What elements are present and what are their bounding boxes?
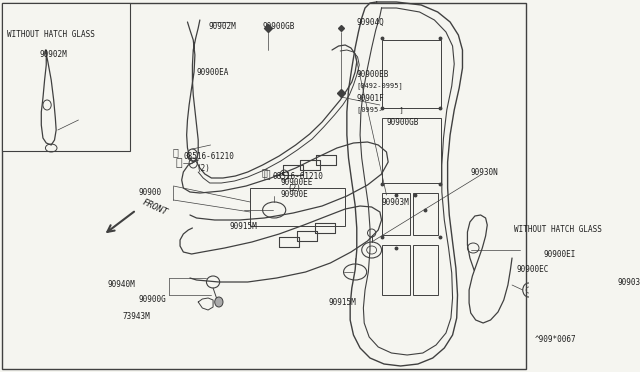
Text: 90930N: 90930N: [471, 168, 499, 177]
Bar: [381, 118, 441, 183]
Text: 90900EI: 90900EI: [543, 250, 576, 259]
Text: 90940M: 90940M: [108, 280, 135, 289]
Text: Ⓢ: Ⓢ: [264, 170, 270, 180]
Text: 90900G: 90900G: [139, 295, 166, 304]
Text: 90900EE: 90900EE: [281, 178, 313, 187]
Text: 90915M: 90915M: [329, 298, 356, 307]
Text: (2): (2): [287, 184, 301, 193]
Text: 73943M: 73943M: [122, 312, 150, 321]
Text: 90900EA: 90900EA: [196, 68, 229, 77]
Text: 90901F: 90901F: [356, 94, 385, 103]
Bar: [381, 245, 410, 295]
Text: 90900GB: 90900GB: [262, 22, 295, 31]
Bar: [3, 3, 131, 151]
Text: 90902M: 90902M: [208, 22, 236, 31]
Bar: [413, 245, 438, 295]
Ellipse shape: [215, 297, 223, 307]
Text: [0995-    ]: [0995- ]: [356, 106, 404, 113]
Text: 90903M: 90903M: [618, 278, 640, 287]
Text: FRONT: FRONT: [140, 197, 168, 217]
Text: 90900GB: 90900GB: [387, 118, 419, 127]
Text: 90900EC: 90900EC: [516, 265, 548, 274]
Bar: [381, 193, 410, 235]
Bar: [413, 193, 438, 235]
Text: 90900EB: 90900EB: [356, 70, 389, 79]
Text: 90902M: 90902M: [40, 50, 67, 59]
Text: WITHOUT HATCH GLASS: WITHOUT HATCH GLASS: [6, 30, 95, 39]
Text: 90903M: 90903M: [381, 198, 410, 207]
Text: Ⓢ: Ⓢ: [172, 147, 178, 157]
Text: 90915M: 90915M: [230, 222, 257, 231]
Text: 08516-61210: 08516-61210: [273, 172, 323, 181]
Text: (2): (2): [196, 164, 211, 173]
Text: Ⓢ: Ⓢ: [261, 167, 268, 177]
Text: 08516-61210: 08516-61210: [183, 152, 234, 161]
Text: ^909*0067: ^909*0067: [535, 335, 577, 344]
Text: WITHOUT HATCH GLASS: WITHOUT HATCH GLASS: [514, 225, 602, 234]
Text: Ⓢ: Ⓢ: [175, 158, 182, 168]
Text: 90900E: 90900E: [281, 190, 308, 199]
Text: 90900: 90900: [139, 188, 162, 197]
Bar: [381, 40, 441, 108]
Bar: [250, 188, 345, 226]
Text: 90904Q: 90904Q: [356, 18, 385, 27]
Text: [0492-0995]: [0492-0995]: [356, 82, 404, 89]
